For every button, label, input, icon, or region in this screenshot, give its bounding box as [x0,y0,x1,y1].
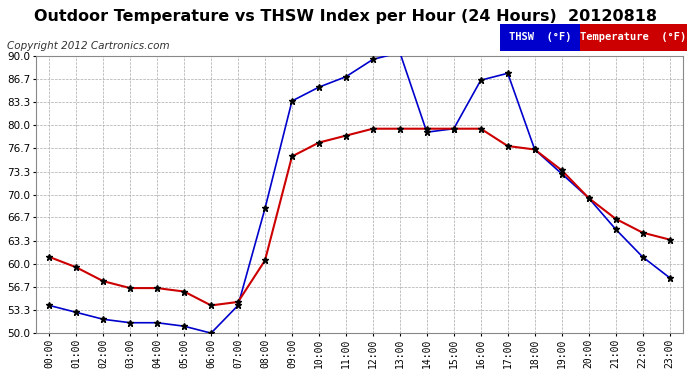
Text: Outdoor Temperature vs THSW Index per Hour (24 Hours)  20120818: Outdoor Temperature vs THSW Index per Ho… [34,9,656,24]
Text: THSW  (°F): THSW (°F) [509,33,571,42]
Text: Temperature  (°F): Temperature (°F) [580,33,686,42]
Text: Copyright 2012 Cartronics.com: Copyright 2012 Cartronics.com [7,41,170,51]
